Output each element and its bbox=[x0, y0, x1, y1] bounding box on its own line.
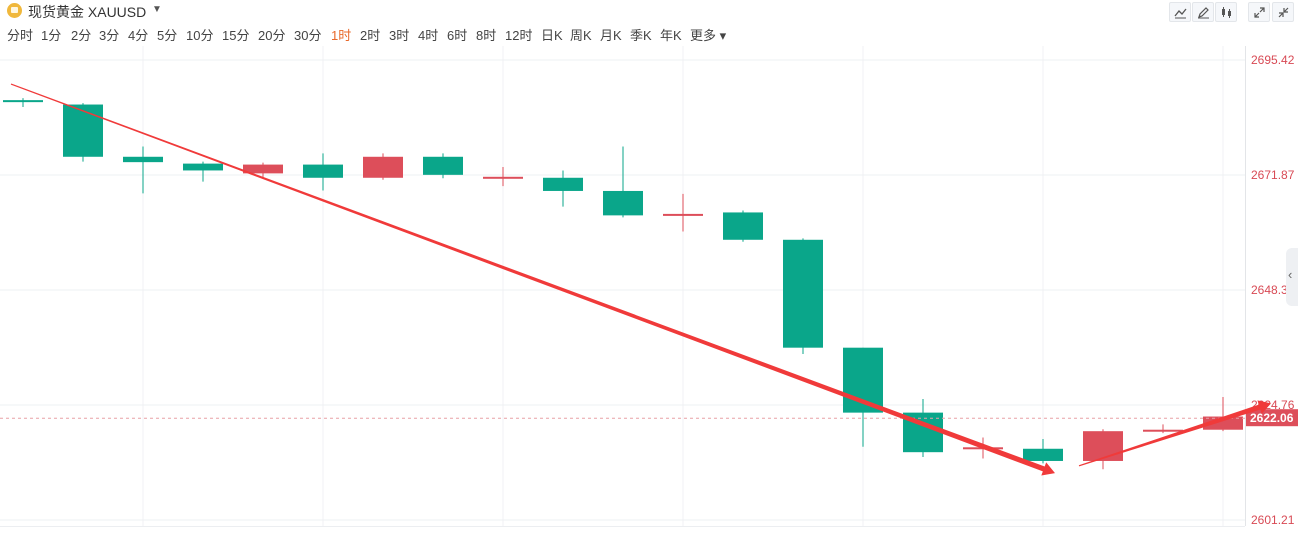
candle-body-5 bbox=[303, 164, 343, 178]
period-9[interactable]: 30分 bbox=[294, 28, 322, 43]
period-15[interactable]: 8时 bbox=[476, 28, 497, 43]
y-tick-label-0: 2695.42 bbox=[1251, 53, 1295, 67]
candle-body-9 bbox=[543, 177, 583, 191]
candle-body-1 bbox=[63, 104, 103, 157]
candle-body-19 bbox=[1143, 429, 1183, 432]
period-selector: 分时 1分 2分 3分 4分 5分 10分 15分 20分 30分 1时 2时 3时 4时 6时 8时 12时日… bbox=[0, 25, 800, 45]
chevron-left-icon: ‹ bbox=[1288, 267, 1293, 282]
indicator-tool-icon[interactable] bbox=[1215, 2, 1237, 22]
fullscreen-icon[interactable] bbox=[1248, 2, 1270, 22]
candle-body-11 bbox=[663, 213, 703, 216]
period-14[interactable]: 6时 bbox=[447, 28, 468, 43]
period-5[interactable]: 5分 bbox=[157, 28, 178, 43]
period-6[interactable]: 10分 bbox=[186, 28, 214, 43]
chart-header: 现货黄金 XAUUSD ▼ bbox=[0, 0, 1298, 22]
candlestick-chart[interactable]: 2695.42 2671.87 2648.32 2624.76 2601.21 2622.… bbox=[0, 46, 1298, 546]
period-12[interactable]: 3时 bbox=[389, 28, 410, 43]
current-price-label: 2622.06 bbox=[1250, 411, 1294, 425]
period-10[interactable]: 1时 bbox=[331, 28, 352, 43]
candle-body-3 bbox=[183, 163, 223, 171]
period-11[interactable]: 2时 bbox=[360, 28, 381, 43]
candle-body-20 bbox=[1203, 416, 1243, 430]
y-tick-label-2: 2648.32 bbox=[1251, 283, 1295, 297]
candle-body-12 bbox=[723, 212, 763, 240]
period-2[interactable]: 2分 bbox=[71, 28, 92, 43]
candle-body-4 bbox=[243, 164, 283, 174]
period-22[interactable]: 更多 ▾ bbox=[690, 28, 727, 43]
collapse-panel-button[interactable]: ‹ bbox=[1286, 248, 1298, 306]
period-21[interactable]: 年K bbox=[660, 28, 682, 43]
period-20[interactable]: 季K bbox=[630, 28, 652, 43]
period-18[interactable]: 周K bbox=[570, 28, 592, 43]
symbol-name[interactable]: 现货黄金 XAUUSD bbox=[28, 4, 147, 20]
trend-arrow-0 bbox=[10, 83, 1056, 476]
candle-body-2 bbox=[123, 156, 163, 163]
line-tool-icon[interactable] bbox=[1169, 2, 1191, 22]
period-13[interactable]: 4时 bbox=[418, 28, 439, 43]
candle-body-17 bbox=[1023, 448, 1063, 461]
chart-svg[interactable]: 2695.422671.872648.322624.762601.212622.… bbox=[0, 46, 1298, 546]
candle-body-8 bbox=[483, 176, 523, 179]
compress-icon[interactable] bbox=[1272, 2, 1294, 22]
period-19[interactable]: 月K bbox=[600, 28, 622, 43]
gold-coin-icon bbox=[7, 3, 22, 18]
current-price-tag bbox=[1246, 409, 1298, 427]
y-tick-label-4: 2601.21 bbox=[1251, 513, 1295, 527]
period-0[interactable]: 分时 bbox=[7, 28, 34, 43]
period-4[interactable]: 4分 bbox=[128, 28, 149, 43]
period-7[interactable]: 15分 bbox=[222, 28, 250, 43]
period-16[interactable]: 12时 bbox=[505, 28, 533, 43]
caret-down-icon[interactable]: ▼ bbox=[152, 4, 162, 15]
trend-arrow-1 bbox=[1078, 400, 1271, 467]
candle-body-0 bbox=[3, 100, 43, 103]
draw-tool-icon[interactable] bbox=[1192, 2, 1214, 22]
period-17[interactable]: 日K bbox=[541, 28, 563, 43]
y-tick-label-1: 2671.87 bbox=[1251, 168, 1295, 182]
candle-body-18 bbox=[1083, 431, 1123, 461]
period-8[interactable]: 20分 bbox=[258, 28, 286, 43]
candle-body-13 bbox=[783, 239, 823, 348]
candle-body-6 bbox=[363, 156, 403, 178]
period-1[interactable]: 1分 bbox=[41, 28, 62, 43]
candle-body-10 bbox=[603, 190, 643, 216]
period-3[interactable]: 3分 bbox=[99, 28, 120, 43]
candle-body-7 bbox=[423, 156, 463, 175]
